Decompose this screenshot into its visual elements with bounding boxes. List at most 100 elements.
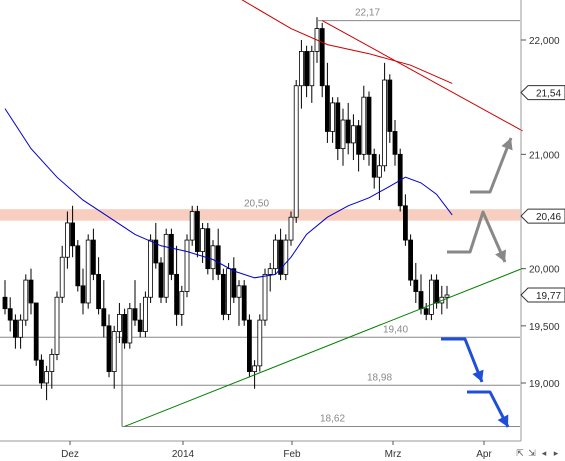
y-tick-label-3: 19,500 — [529, 322, 560, 333]
candle-body-9 — [49, 354, 55, 372]
current-price-tag-box — [520, 287, 565, 303]
candle-body-59 — [309, 51, 315, 87]
scenario-arrow-down-grey — [447, 210, 507, 263]
resistance-tag-0-label: 21,54 — [536, 89, 561, 100]
level-label-0: 22,17 — [355, 8, 380, 19]
scroll-right-icon[interactable]: ▸ — [553, 449, 559, 459]
candle-body-27 — [142, 296, 148, 332]
candle-body-51 — [267, 268, 273, 275]
candle-body-40 — [210, 245, 216, 270]
candle-body-62 — [324, 85, 330, 132]
y-tick-label-0: 22,000 — [529, 36, 560, 47]
candle-body-85 — [444, 294, 450, 298]
candle-body-26 — [137, 319, 143, 332]
resistance-tag-0-box — [520, 85, 565, 101]
scenario-arrow-blue-1 — [441, 337, 484, 383]
candle-body-22 — [117, 313, 122, 332]
level-label-1: 20,50 — [244, 199, 269, 210]
candle-body-23 — [122, 313, 127, 344]
scenario-arrow-up — [470, 137, 513, 194]
candle-body-32 — [168, 233, 174, 275]
x-tick-label-3: Mrz — [385, 449, 402, 460]
candle-body-20 — [106, 325, 112, 372]
candle-body-24 — [127, 308, 133, 344]
candle-body-8 — [44, 371, 49, 384]
candle-body-21 — [111, 331, 117, 372]
candle-body-13 — [70, 222, 75, 247]
candle-body-28 — [148, 239, 154, 298]
candle-body-79 — [413, 279, 419, 292]
candle-body-2 — [12, 319, 18, 338]
candle-body-48 — [252, 365, 258, 372]
candle-body-54 — [283, 239, 289, 275]
candle-body-6 — [33, 302, 39, 361]
candle-body-50 — [262, 273, 268, 321]
scroll-left-icon[interactable]: ◂ — [541, 449, 547, 459]
x-tick-label-2: Feb — [283, 449, 301, 460]
candle-body-61 — [319, 28, 325, 87]
zoom-out-icon[interactable]: ⇲ — [528, 449, 536, 459]
scenario-arrow-down-grey-head — [495, 249, 507, 262]
candle-body-31 — [163, 233, 169, 298]
candle-body-82 — [428, 279, 434, 315]
candle-body-36 — [189, 211, 195, 241]
candle-body-70 — [366, 96, 372, 155]
candle-body-77 — [402, 205, 408, 241]
candle-body-15 — [80, 285, 86, 304]
candle-body-33 — [174, 273, 180, 315]
candle-body-57 — [298, 51, 304, 87]
candle-body-42 — [220, 273, 226, 315]
candle-body-29 — [153, 239, 159, 264]
y-tick-label-1: 21,000 — [529, 150, 560, 161]
moving-average-1 — [4, 108, 453, 279]
candle-body-18 — [96, 273, 101, 310]
x-tick-label-0: Dez — [61, 449, 79, 460]
candle-body-30 — [158, 262, 164, 298]
candle-body-12 — [65, 222, 70, 258]
candle-body-47 — [246, 319, 252, 372]
scenario-arrow-blue-2 — [467, 390, 510, 428]
candle-body-56 — [293, 85, 299, 218]
candle-body-35 — [184, 239, 190, 292]
candle-body-52 — [272, 239, 278, 270]
candle-body-19 — [101, 308, 107, 327]
candle-body-46 — [241, 285, 247, 321]
candle-body-71 — [371, 153, 377, 178]
chart-nav-controls[interactable]: ⇱ ⇲ ◂ ▸ — [515, 449, 561, 459]
candle-body-68 — [356, 125, 362, 155]
candle-body-74 — [387, 79, 393, 132]
candle-body-58 — [304, 51, 310, 87]
candle-body-75 — [392, 131, 398, 155]
candle-body-10 — [54, 296, 60, 355]
moving-average-0 — [241, 0, 453, 84]
candle-body-73 — [382, 79, 388, 167]
candle-body-45 — [236, 285, 242, 298]
candle-body-44 — [231, 268, 237, 298]
y-tick-label-2: 20,000 — [529, 265, 560, 276]
candle-body-78 — [408, 239, 414, 281]
candle-body-55 — [288, 216, 294, 241]
trend-line-1 — [124, 267, 523, 427]
scenario-arrow-up-head — [501, 138, 513, 151]
level-label-4: 18,62 — [320, 413, 345, 424]
candle-body-66 — [345, 119, 351, 144]
x-tick-label-1: 2014 — [172, 449, 195, 460]
level-label-3: 18,98 — [367, 372, 392, 383]
candle-body-65 — [340, 119, 346, 150]
current-price-tag-label: 19,77 — [536, 291, 561, 302]
candle-body-3 — [18, 319, 24, 338]
candle-body-25 — [132, 308, 138, 321]
candle-body-17 — [91, 239, 96, 275]
trend-line-0 — [321, 20, 523, 132]
zoom-in-icon[interactable]: ⇱ — [516, 449, 524, 459]
candle-body-37 — [194, 211, 200, 252]
scenario-arrow-blue-1-head — [472, 369, 484, 382]
x-tick-label-4: Apr — [476, 449, 492, 460]
candle-body-11 — [59, 256, 65, 298]
resistance-tag-1-label: 20,46 — [536, 212, 561, 223]
scenario-arrow-blue-2-head — [497, 414, 509, 427]
candle-body-34 — [179, 291, 185, 315]
candle-body-69 — [361, 96, 367, 155]
candle-body-16 — [85, 239, 91, 304]
candle-body-0 — [2, 296, 8, 310]
